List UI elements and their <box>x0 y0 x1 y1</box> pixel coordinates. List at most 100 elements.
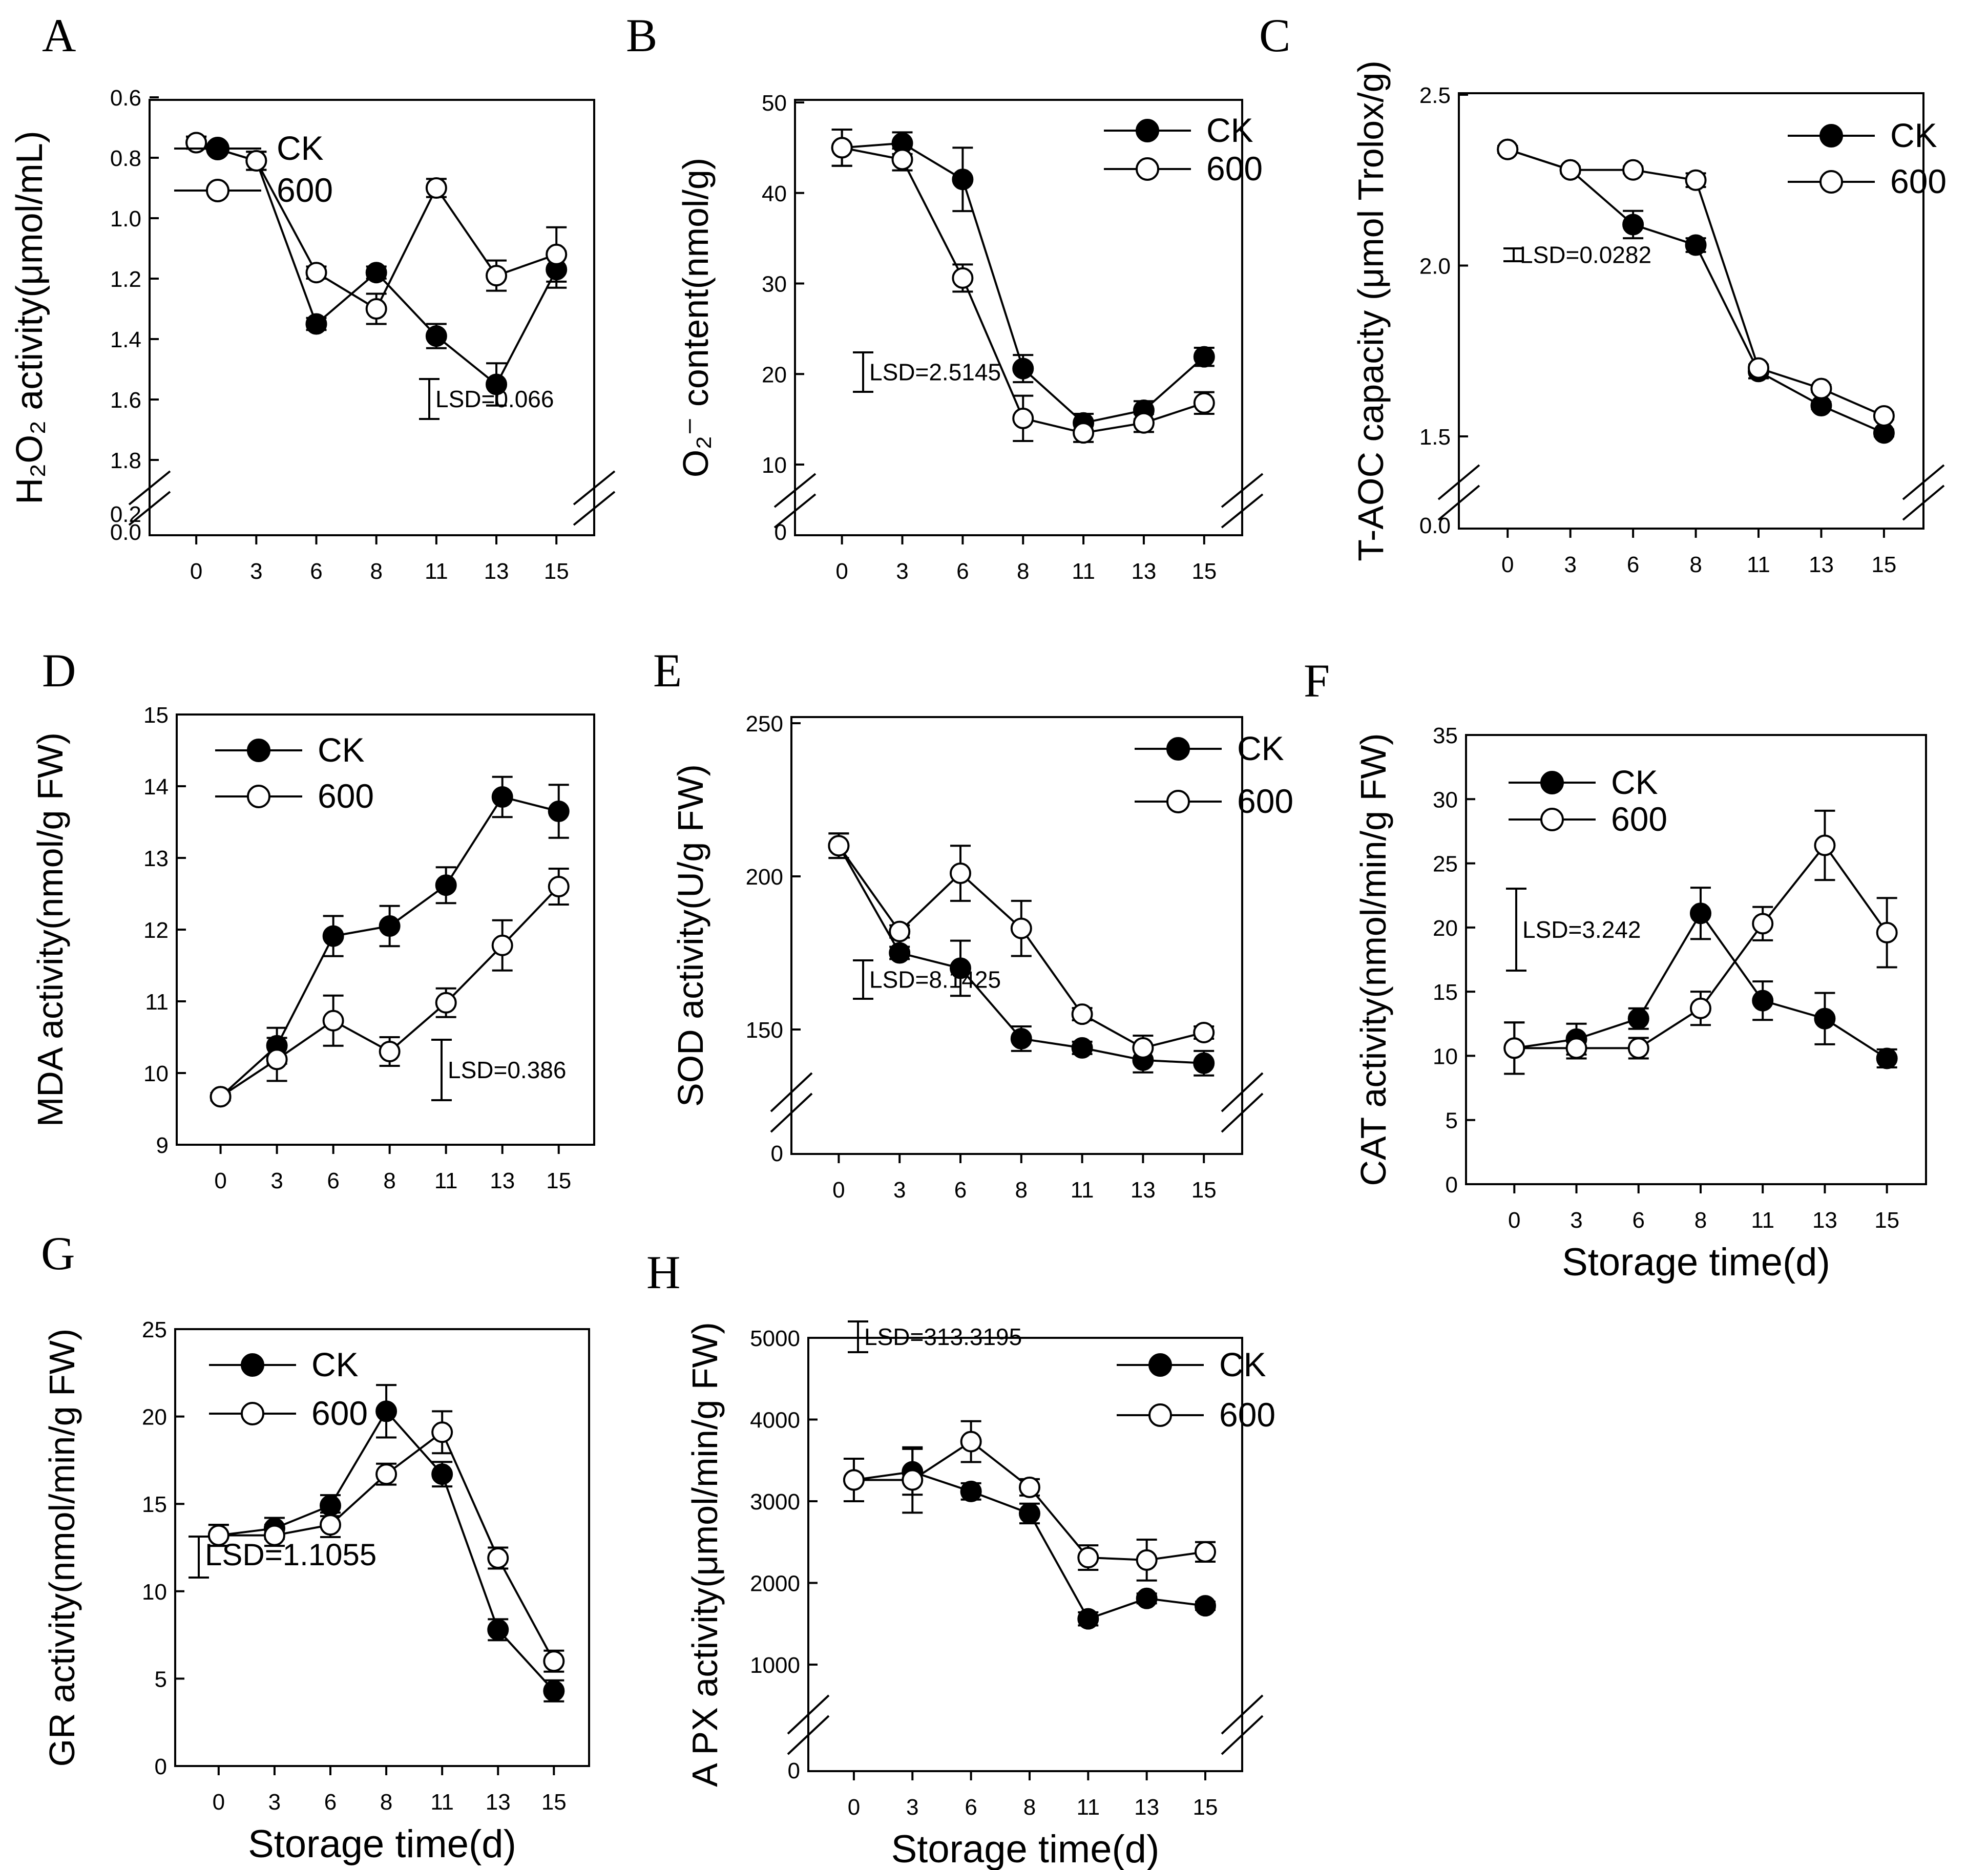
y-tick-label: 20 <box>762 362 787 387</box>
x-tick-label: 0 <box>190 559 202 584</box>
y-axis-label: MDA activity(nmol/g FW) <box>30 732 70 1127</box>
data-point <box>548 801 570 822</box>
data-point <box>1010 917 1032 939</box>
x-axis-label: Storage time(d) <box>891 1827 1160 1870</box>
x-tick-label: 0 <box>1501 552 1514 577</box>
axis-break-mark <box>1221 1072 1264 1112</box>
x-tick-label: 6 <box>327 1168 339 1193</box>
legend-label-ck: CK <box>1237 729 1284 767</box>
y-axis-label: H₂O₂ activity(μmol/mL) <box>9 131 50 504</box>
data-point <box>1873 405 1895 427</box>
axis-break-mark <box>1221 1694 1264 1735</box>
x-axis-label: Storage time(d) <box>248 1822 516 1866</box>
panel-letter: F <box>1304 655 1330 707</box>
panel-letter: A <box>42 9 76 61</box>
axis-break-mark <box>1902 485 1945 521</box>
x-tick-label: 15 <box>1871 552 1896 577</box>
data-point <box>1071 1003 1093 1025</box>
y-tick-label: 15 <box>1433 980 1458 1005</box>
data-point <box>950 863 971 885</box>
data-point <box>1193 1021 1215 1043</box>
lsd-label: LSD=313.3195 <box>864 1323 1022 1350</box>
y-tick-label: 15 <box>143 703 169 728</box>
legend-label-600: 600 <box>318 777 374 815</box>
legend-marker <box>247 739 270 762</box>
series-600 <box>1503 809 1898 1075</box>
y-tick-label: 1.6 <box>110 388 141 413</box>
axis-break-mark <box>1221 473 1264 508</box>
x-tick-label: 3 <box>268 1790 281 1815</box>
legend-label-600: 600 <box>1219 1396 1275 1434</box>
data-point <box>1752 913 1774 935</box>
series-600 <box>843 1420 1217 1582</box>
y-tick-label: 0.8 <box>110 146 141 171</box>
axis-break-mark <box>128 491 171 526</box>
axis-break-mark <box>1221 1715 1264 1755</box>
x-tick-label: 15 <box>541 1790 567 1815</box>
data-point <box>1071 1037 1093 1059</box>
y-tick-label: 40 <box>762 181 787 206</box>
data-point <box>891 149 913 171</box>
data-point <box>548 876 570 897</box>
data-point <box>1077 1608 1099 1630</box>
panel-letter: C <box>1259 9 1290 61</box>
data-point <box>1689 997 1711 1019</box>
x-tick-label: 8 <box>1015 1178 1028 1203</box>
x-tick-label: 3 <box>250 559 262 584</box>
data-point <box>902 1469 924 1491</box>
data-point <box>1685 169 1707 191</box>
data-point <box>207 1524 229 1546</box>
x-tick-label: 3 <box>896 559 908 584</box>
data-point <box>305 262 327 284</box>
lsd-bar <box>1506 888 1526 972</box>
x-tick-label: 13 <box>1131 1178 1156 1203</box>
plot-frame <box>790 716 1243 1155</box>
x-tick-label: 11 <box>1747 552 1770 577</box>
data-point <box>320 1514 341 1536</box>
data-point <box>1195 1541 1217 1563</box>
legend-label-600: 600 <box>277 171 333 209</box>
legend-marker <box>1136 119 1159 142</box>
plot-frame <box>1458 92 1924 530</box>
data-point <box>435 992 457 1014</box>
y-tick-label: 2.0 <box>1419 254 1451 279</box>
legend-marker <box>1148 1353 1172 1377</box>
panel-letter: E <box>653 644 682 697</box>
series-600 <box>1497 138 1895 427</box>
x-tick-label: 11 <box>434 1168 458 1193</box>
legend-label-ck: CK <box>277 129 324 167</box>
data-point <box>263 1524 285 1546</box>
y-tick-label: 5 <box>155 1667 167 1692</box>
lsd-bar <box>189 1536 209 1579</box>
y-tick-label: 13 <box>143 846 169 871</box>
data-point <box>1876 1047 1898 1069</box>
data-point <box>1018 1502 1040 1524</box>
data-point <box>1193 392 1215 414</box>
panel-letter: D <box>42 644 76 697</box>
plot-frame <box>794 99 1243 536</box>
data-point <box>1622 214 1644 236</box>
data-point <box>375 1463 397 1485</box>
legend-label-ck: CK <box>311 1346 359 1383</box>
y-tick-label: 14 <box>143 774 169 800</box>
series-line <box>842 146 1205 434</box>
panel-c: C 1.5 2.0 2.5 0.0 0 3 6 8 11 13 15 T-AOC capacity (μ… <box>1259 9 1947 577</box>
x-tick-label: 0 <box>835 559 848 584</box>
data-point <box>1627 1037 1649 1059</box>
data-point <box>435 874 457 896</box>
series-600 <box>831 129 1215 444</box>
data-point <box>889 942 911 964</box>
y-tick-label: 15 <box>142 1492 167 1517</box>
x-tick-label: 11 <box>425 559 448 584</box>
y-tick-label: 30 <box>762 272 787 297</box>
series-line <box>853 1440 1206 1561</box>
legend-marker <box>241 1402 264 1425</box>
data-point <box>322 1010 344 1032</box>
data-point <box>1073 422 1095 444</box>
data-point <box>431 1463 453 1485</box>
legend-marker <box>247 785 270 808</box>
